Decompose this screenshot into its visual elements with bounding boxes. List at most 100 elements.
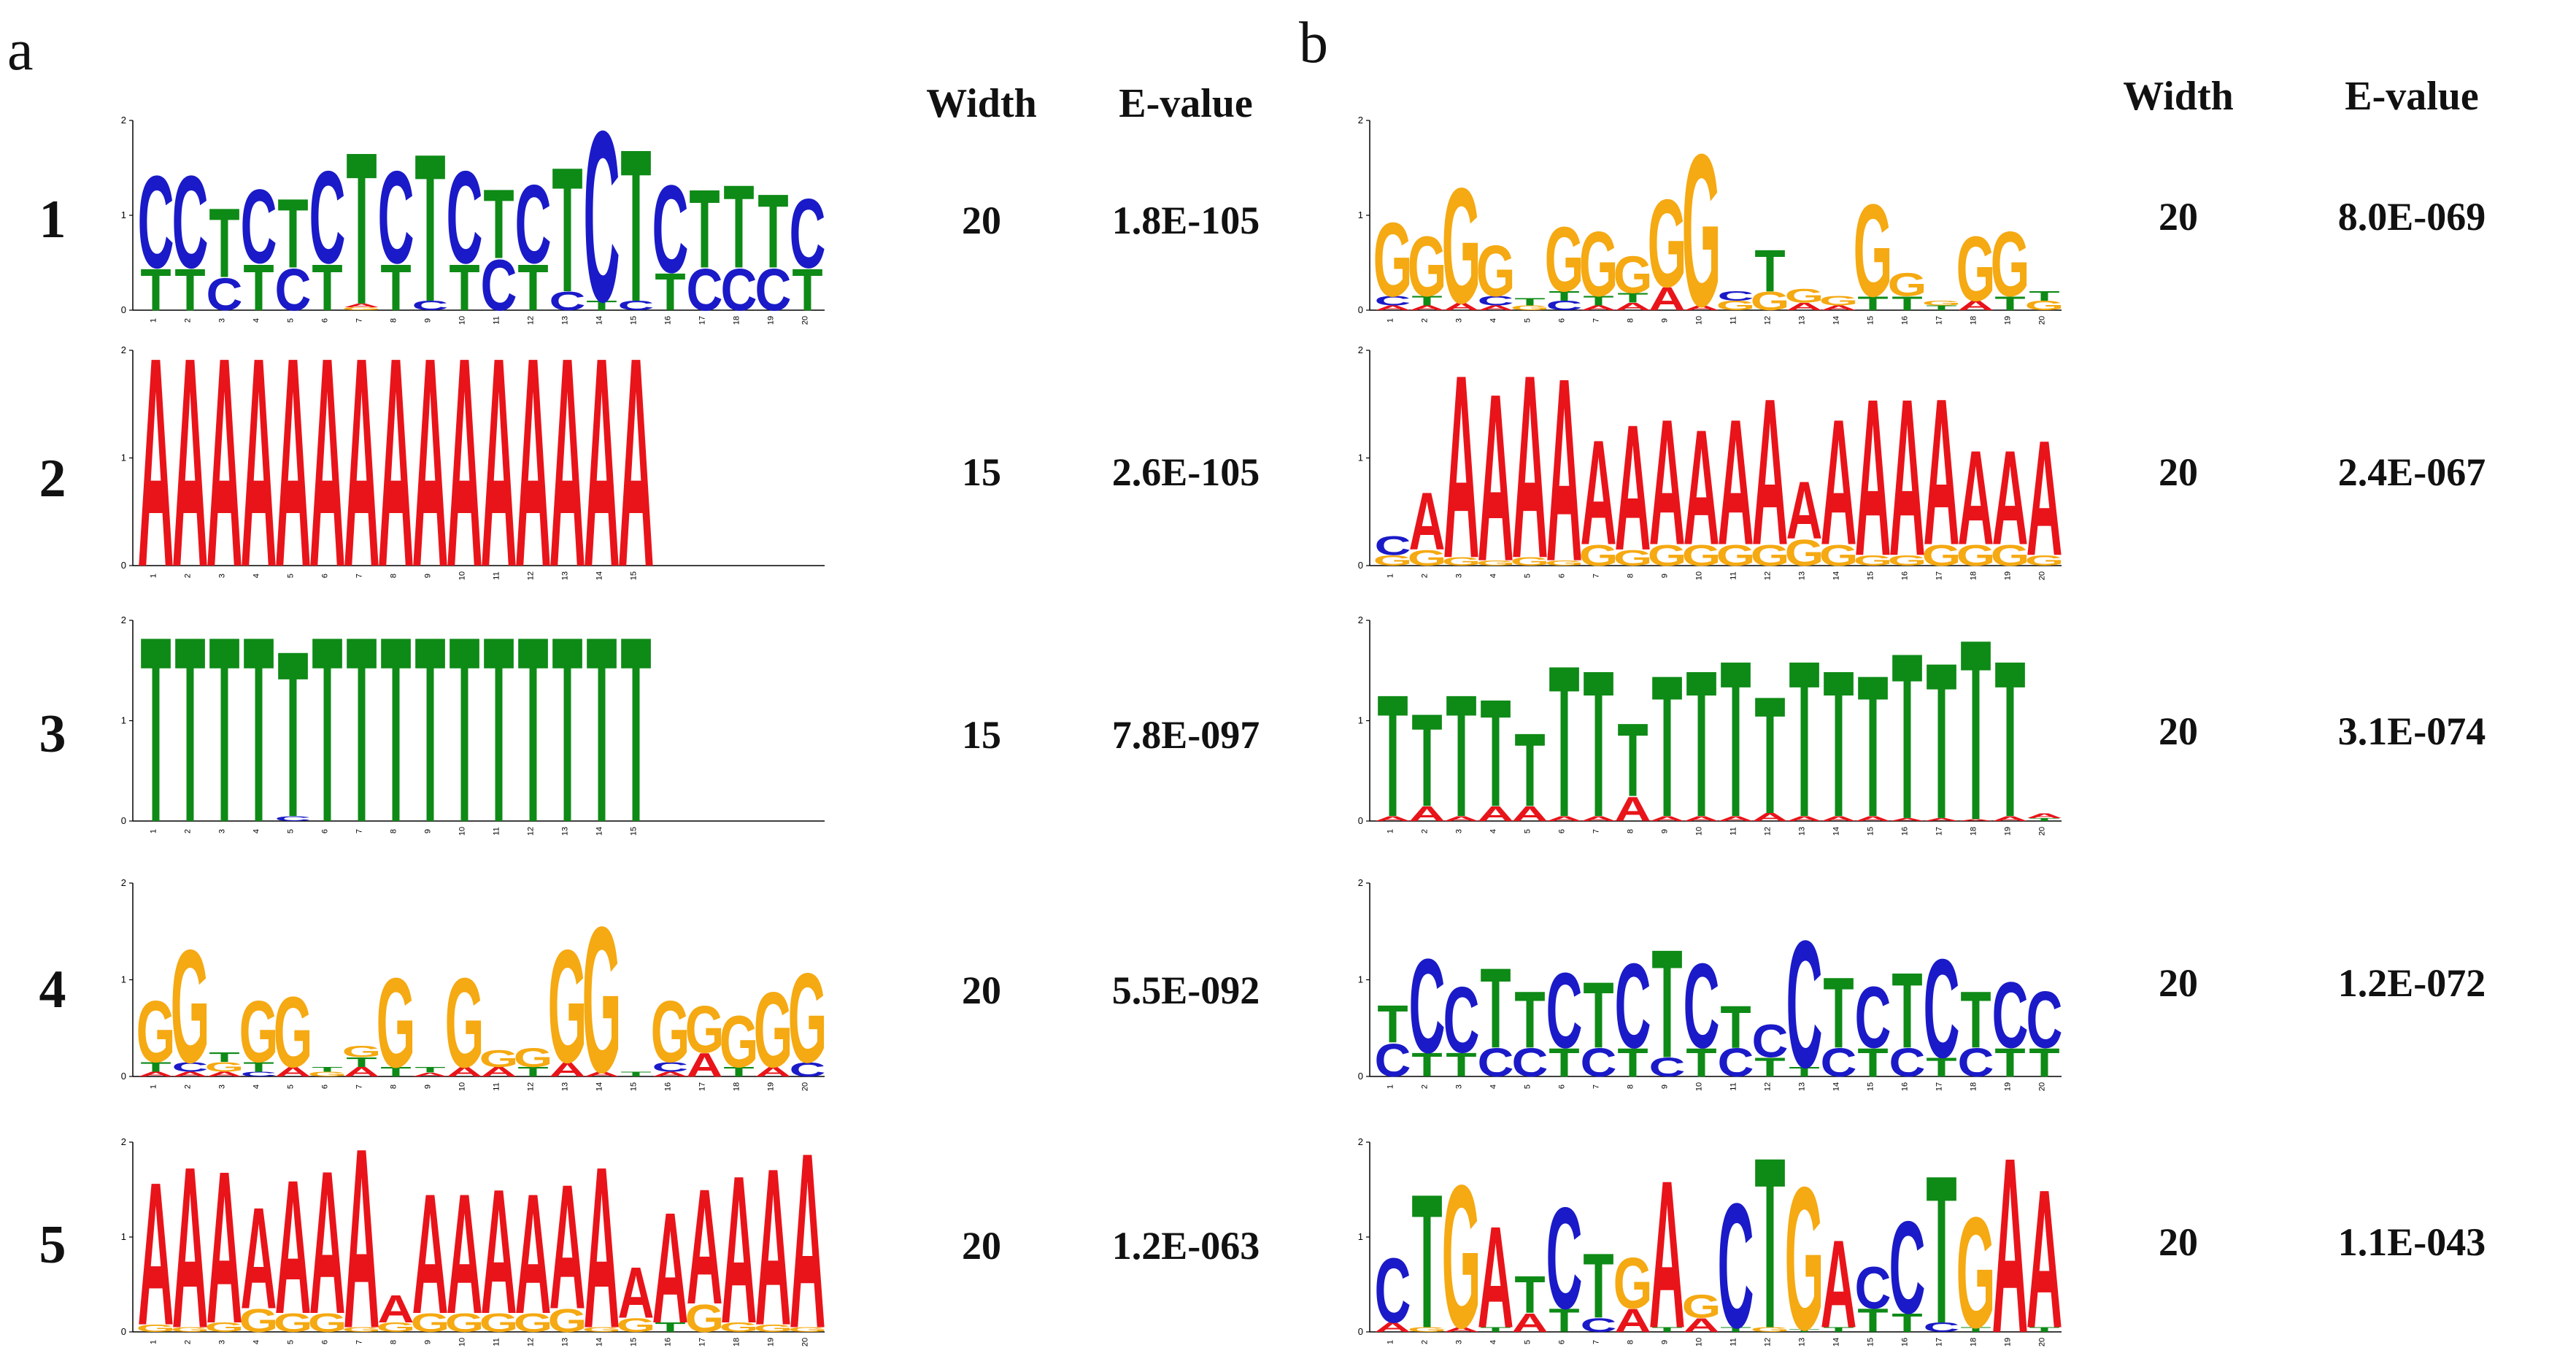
logo-letter-a: A [1478,1195,1514,1358]
logo-letter-t: T [1857,293,1888,315]
logo-letter-g: G [548,916,587,1096]
logo-position-number: 17 [698,1338,707,1346]
logo-position: AG [479,1045,519,1079]
logo-position-number: 12 [527,316,536,325]
logo-position-number: 5 [1524,1084,1532,1089]
logo-letter-t: T [1514,296,1545,307]
logo-position-number: 3 [1455,1340,1464,1344]
logo-position: GA [617,1253,656,1336]
logo-letter-t: T [1617,290,1648,305]
logo-position-number: 8 [390,829,398,833]
logo-position-number: 5 [287,1340,296,1344]
logo-letter-a: A [2027,1148,2063,1364]
logo-position: ATG [342,1043,382,1079]
logo-position: AT [1512,711,1549,828]
logo-letter-g: G [1751,1326,1790,1333]
logo-letter-a: A [1889,352,1926,604]
logo-letter-g: G [1648,539,1687,572]
logo-position: AT [1889,604,1926,868]
logo-letter-t: T [243,583,274,878]
logo-letter-c: C [1546,298,1583,313]
logo-letter-g: G [1408,1326,1447,1333]
logo-position: T [620,583,651,878]
logo-letter-a: A [1581,814,1617,822]
logo-position: TC [515,162,552,325]
logo-position-number: 6 [321,1084,330,1089]
logo-position: AC [1375,1239,1411,1342]
logo-letter-t: T [1994,614,2025,863]
logo-position: CT [1889,951,1926,1085]
logo-letter-c: C [549,286,586,316]
logo-position-number: 11 [1729,1338,1738,1346]
logo-position: T [586,583,617,878]
logo-position: TC [172,148,209,323]
logo-letter-t: T [1823,1326,1854,1333]
logo-letter-t: T [243,1060,274,1075]
logo-position-number: 1 [150,318,158,323]
logo-position: GT [1408,1155,1447,1364]
logo-position-number: 5 [287,829,296,833]
logo-y-tick-label: 1 [1358,715,1363,726]
logo-letter-g: G [377,1320,416,1335]
logo-letter-a: A [549,296,586,629]
logo-position-number: 16 [664,1082,673,1091]
logo-position: GA [720,1132,759,1364]
logo-position-number: 7 [355,1340,364,1344]
logo-position: TC [1443,967,1480,1084]
logo-position: CT [1924,1132,1960,1364]
logo-position-number: 7 [355,829,364,833]
logo-position: AG [1648,174,1687,317]
logo-position-number: 18 [733,1082,741,1091]
logo-letter-t: T [1891,293,1922,315]
logo-letter-c: C [1581,1041,1617,1086]
logo-letter-g: G [1476,231,1516,312]
logo-letter-a: A [584,1071,620,1078]
logo-letter-g: G [1751,539,1790,572]
logo-letter-g: G [1511,304,1550,312]
logo-letter-a: A [2027,406,2063,590]
logo-position-number: 9 [1661,318,1670,323]
logo-position: A [172,296,209,629]
logo-position: TG [377,952,416,1095]
logo-letter-g: G [1613,245,1653,304]
logo-letter-t: T [1789,1064,1819,1079]
logo-letter-g: G [274,1308,313,1338]
logo-position-number: 12 [527,1338,536,1346]
logo-position-number: 3 [1455,1084,1464,1089]
logo-position: TA [1649,1136,1686,1364]
logo-letter-c: C [309,143,346,290]
logo-letter-a: A [755,1064,792,1079]
logo-position-number: 15 [1867,1338,1875,1346]
logo-position-number: 8 [1627,1340,1635,1344]
logo-position-number: 3 [218,1084,227,1089]
logo-position-number: 10 [458,1082,467,1091]
logo-letter-a: A [241,1176,277,1339]
logo-position-number: 17 [1935,1082,1944,1091]
logo-letter-t: T [1411,687,1442,835]
logo-position-number: 2 [1421,318,1430,323]
logo-position-number: 19 [2004,571,2013,580]
logo-y-tick-label: 0 [1358,815,1363,826]
logo-position-number: 19 [767,316,776,325]
logo-position-number: 14 [1832,1338,1841,1346]
logo-position: GA [479,1152,519,1351]
logo-position-number: 5 [1524,318,1532,323]
logo-position: AT [1958,586,1994,874]
logo-position-number: 14 [1832,316,1841,325]
logo-letter-a: A [1478,345,1514,612]
logo-letter-t: T [1960,1326,1991,1333]
logo-position-number: 9 [424,1084,433,1089]
logo-y-tick-label: 2 [121,614,126,625]
logo-position: TC [447,143,483,325]
logo-position-number: 14 [1832,827,1841,836]
logo-letter-g: G [1648,174,1687,314]
logo-letter-t: T [209,188,239,298]
sequence-logo: 012GC1GA2GA3GA4GA5GA6GA7GA8GA9GA10GA11GA… [1358,320,2064,616]
motif-number: 5 [39,1215,66,1275]
logo-position: TA [1821,1214,1857,1355]
logo-y-tick-label: 2 [1358,614,1363,625]
logo-position-number: 7 [1592,829,1601,833]
logo-letter-g: G [1956,217,1996,320]
